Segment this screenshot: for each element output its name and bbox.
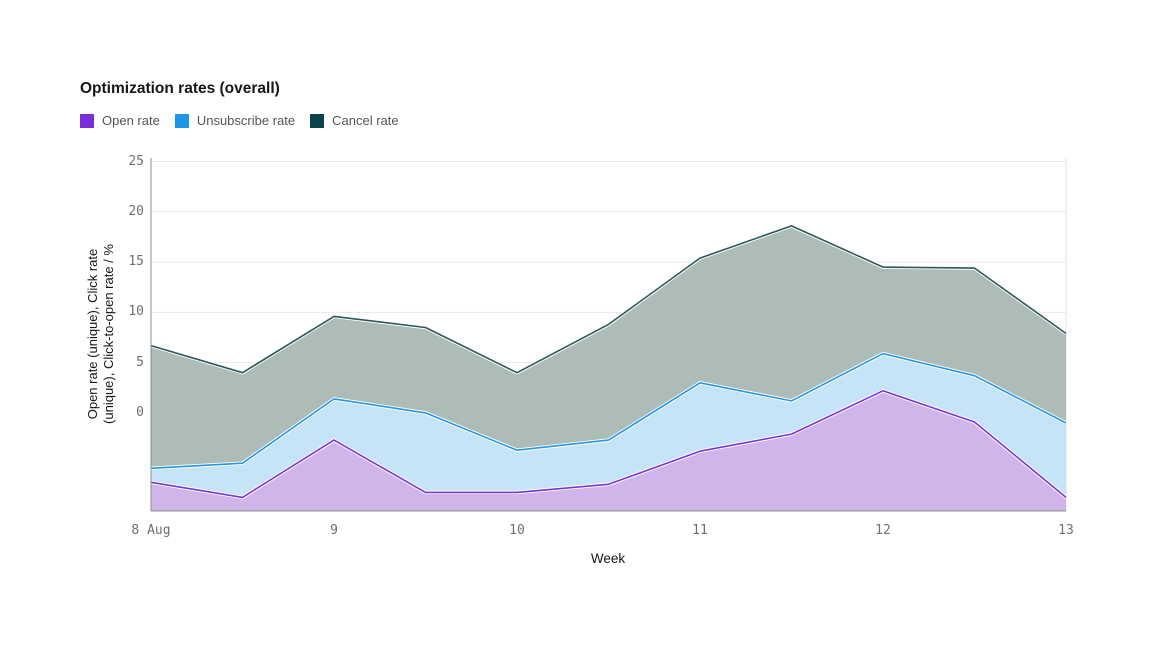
legend-label: Unsubscribe rate [196,113,296,128]
y-tick-label: 5 [136,354,144,370]
legend-label: Open rate [102,113,160,128]
x-axis-title: Week [590,551,626,566]
line-open-rate [150,389,1067,499]
cancel-rate-swatch-icon [310,113,325,128]
x-tick-label: 8 Aug [131,523,171,538]
y-axis-title: Open rate (unique), Click rate (unique),… [85,244,117,424]
x-tick-label: 10 [509,523,525,538]
area-open-rate [151,390,1066,511]
x-tick-label: 11 [692,523,708,538]
x-tick-label: 9 [330,523,338,538]
unsubscribe-rate-swatch-icon [174,113,189,128]
x-tick-label: 12 [875,523,891,538]
y-tick-label: 20 [128,203,144,219]
legend-item-unsubscribe-rate[interactable]: Unsubscribe rate [174,113,296,128]
y-axis-title-line1: Open rate (unique), Click rate [85,248,100,420]
y-axis-title-line2: (unique), Click-to-open rate / % [101,244,116,424]
y-tick-label: 25 [128,153,144,169]
legend: Open rate Unsubscribe rate Cancel rate [80,113,414,128]
line-cancel-rate [150,225,1067,374]
chart-title: Optimization rates (overall) [80,80,280,97]
line-unsubscribe-rate [150,352,1067,470]
y-tick-label: 10 [128,304,144,320]
y-tick-label: 0 [136,404,144,420]
open-rate-swatch-icon [80,113,94,128]
legend-label: Cancel rate [332,113,399,128]
y-tick-label: 15 [128,254,144,270]
legend-item-cancel-rate[interactable]: Cancel rate [310,113,399,128]
x-tick-label: 13 [1058,523,1074,538]
legend-item-open-rate[interactable]: Open rate [80,113,160,128]
